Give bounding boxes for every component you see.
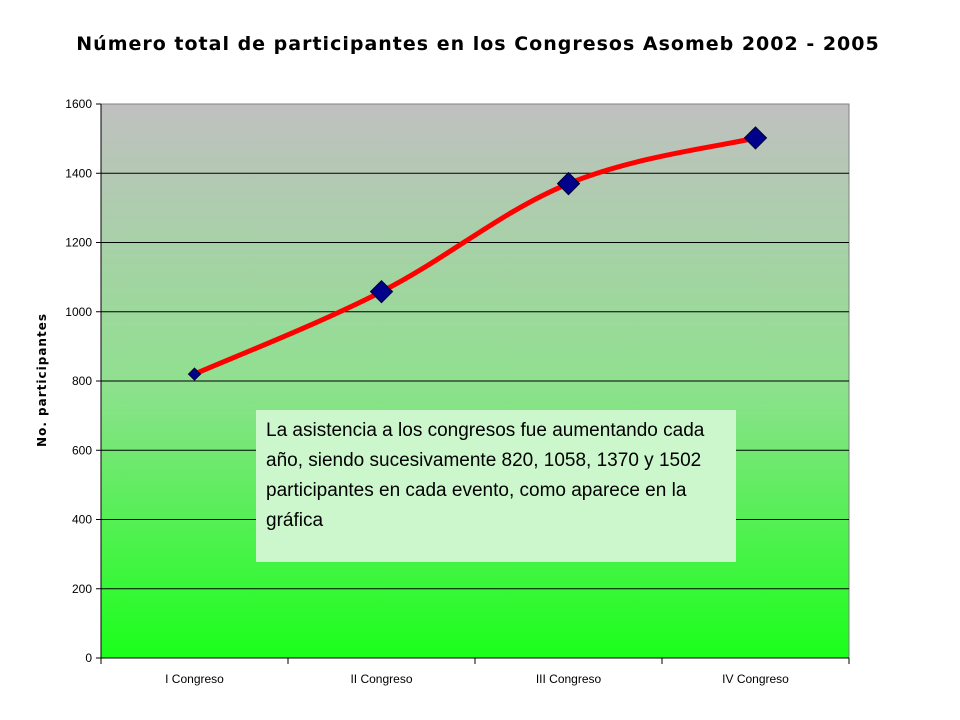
y-tick-label: 600: [72, 443, 92, 457]
y-tick-label: 1400: [65, 166, 92, 180]
y-axis-label: No. participantes: [35, 313, 49, 447]
y-tick-label: 1000: [65, 305, 92, 319]
y-tick-labels: 0 200 400 600 800 1000 1200 1400 1600: [65, 97, 92, 665]
y-tick-label: 1600: [65, 97, 92, 111]
y-tick-label: 200: [72, 582, 92, 596]
y-tick-label: 0: [85, 651, 92, 665]
x-tick-label: III Congreso: [536, 672, 602, 686]
data-point-marker: [187, 367, 202, 381]
data-point-marker: [556, 171, 581, 196]
x-tick-label: I Congreso: [165, 672, 224, 686]
series-path: [192, 135, 758, 377]
x-tick-label: II Congreso: [350, 672, 412, 686]
x-tick-label: IV Congreso: [722, 672, 789, 686]
data-point-marker: [743, 126, 768, 150]
data-point-marker: [369, 279, 394, 304]
y-tick-label: 400: [72, 513, 92, 527]
annotation-box: La asistencia a los congresos fue aument…: [256, 410, 736, 562]
series-line: [187, 126, 768, 381]
y-tick-label: 800: [72, 374, 92, 388]
y-tick-label: 1200: [65, 236, 92, 250]
chart-title: Número total de participantes en los Con…: [76, 33, 879, 55]
x-tick-labels: I Congreso II Congreso III Congreso IV Cong…: [100, 658, 850, 686]
